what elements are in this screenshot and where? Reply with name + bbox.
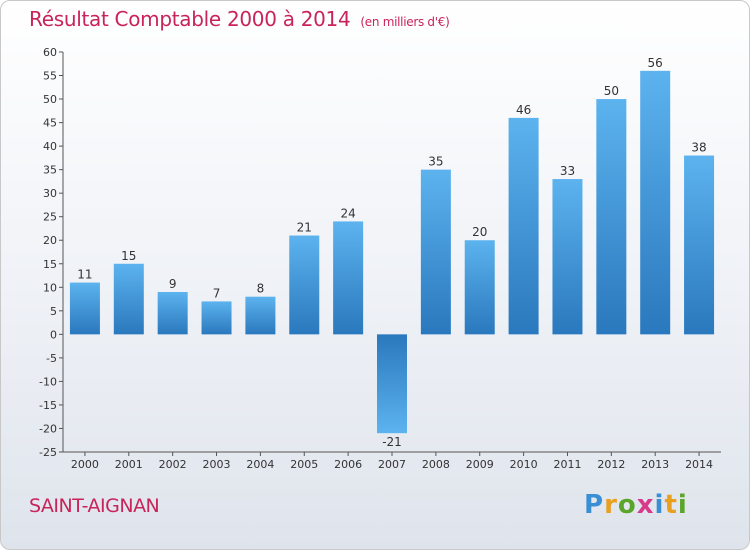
- bar: [113, 263, 144, 335]
- bar-value-label: 11: [77, 268, 92, 282]
- x-tick-label: 2005: [290, 458, 318, 471]
- y-tick-label: 40: [43, 140, 57, 153]
- logo-letter: t: [664, 490, 678, 520]
- bar-value-label: 33: [560, 164, 575, 178]
- y-tick-label: 60: [43, 46, 57, 59]
- y-tick-label: 25: [43, 211, 57, 224]
- x-tick-label: 2012: [597, 458, 625, 471]
- bar-value-label: 46: [516, 103, 531, 117]
- y-tick-label: -20: [39, 422, 57, 435]
- x-tick-label: 2007: [378, 458, 406, 471]
- x-tick-label: 2014: [685, 458, 713, 471]
- y-tick-label: -5: [46, 352, 57, 365]
- x-tick-label: 2000: [71, 458, 99, 471]
- bar-value-label: 24: [340, 206, 355, 220]
- y-tick-label: 45: [43, 117, 57, 130]
- y-tick-label: 5: [50, 305, 57, 318]
- x-tick-label: 2002: [159, 458, 187, 471]
- chart-title: Résultat Comptable 2000 à 2014 (en millie…: [29, 7, 450, 31]
- proxiti-logo: Proxiti: [584, 490, 688, 520]
- bar: [464, 240, 495, 335]
- y-tick-label: 35: [43, 164, 57, 177]
- logo-letter: r: [604, 490, 618, 520]
- y-tick-label: -15: [39, 399, 57, 412]
- bar: [69, 282, 100, 335]
- bar: [245, 296, 276, 335]
- bar-value-label: 7: [213, 286, 221, 300]
- bar: [684, 155, 715, 335]
- logo-letter: i: [677, 490, 688, 520]
- y-tick-label: 20: [43, 234, 57, 247]
- bar: [289, 235, 320, 335]
- y-tick-label: -10: [39, 375, 57, 388]
- bar-value-label: 9: [169, 277, 177, 291]
- x-tick-label: 2010: [510, 458, 538, 471]
- y-tick-label: 10: [43, 281, 57, 294]
- x-tick-label: 2011: [553, 458, 581, 471]
- bar-value-label: 21: [297, 221, 312, 235]
- logo-letter: o: [617, 490, 637, 520]
- y-tick-label: -25: [39, 446, 57, 459]
- y-tick-label: 55: [43, 70, 57, 83]
- chart-title-text: Résultat Comptable 2000 à 2014: [29, 7, 351, 31]
- x-tick-label: 2001: [115, 458, 143, 471]
- bar: [508, 117, 539, 335]
- bar-value-label: 56: [648, 56, 663, 70]
- bar: [640, 70, 671, 335]
- bar: [377, 334, 407, 434]
- y-tick-label: 30: [43, 187, 57, 200]
- logo-letter: P: [584, 490, 605, 520]
- bar: [420, 169, 451, 335]
- bar-value-label: 8: [257, 282, 265, 296]
- bar-value-label: 15: [121, 249, 136, 263]
- x-tick-label: 2006: [334, 458, 362, 471]
- x-tick-label: 2008: [422, 458, 450, 471]
- bar: [333, 221, 364, 335]
- x-tick-label: 2013: [641, 458, 669, 471]
- x-tick-label: 2004: [246, 458, 274, 471]
- y-tick-label: 0: [50, 328, 57, 341]
- bar: [157, 292, 188, 335]
- bar-value-label: 50: [604, 84, 619, 98]
- commune-name: SAINT-AIGNAN: [29, 495, 160, 517]
- bar: [201, 301, 232, 335]
- bar: [596, 99, 627, 335]
- x-tick-label: 2003: [203, 458, 231, 471]
- x-tick-label: 2009: [466, 458, 494, 471]
- chart-subtitle: (en milliers d'€): [360, 15, 450, 29]
- y-tick-label: 50: [43, 93, 57, 106]
- logo-letter: x: [636, 490, 655, 520]
- bar-value-label: 38: [691, 141, 706, 155]
- bar-value-label: 35: [428, 155, 443, 169]
- y-tick-label: 15: [43, 258, 57, 271]
- bar-value-label: 20: [472, 225, 487, 239]
- bar-value-label: -21: [382, 435, 402, 449]
- bar: [552, 179, 583, 335]
- logo-letter: i: [654, 490, 665, 520]
